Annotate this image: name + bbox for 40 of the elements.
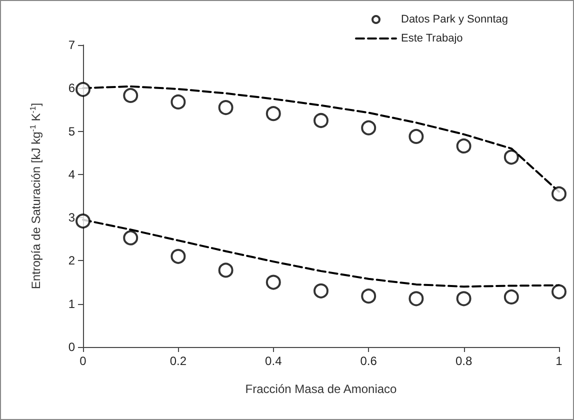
point xyxy=(552,284,566,300)
point xyxy=(266,106,281,122)
point xyxy=(552,186,566,202)
point xyxy=(361,288,376,304)
point xyxy=(123,88,138,103)
x-tick-label: 0 xyxy=(80,354,87,368)
y-tick-label: 7 xyxy=(68,38,76,52)
x-tick-label: 0.6 xyxy=(360,354,378,368)
point xyxy=(218,100,234,116)
y-tick-label: 4 xyxy=(68,167,76,182)
point xyxy=(456,138,472,154)
y-tick-label: 2 xyxy=(68,254,76,268)
point xyxy=(504,289,519,304)
point xyxy=(123,230,138,246)
point xyxy=(76,82,90,97)
y-tick-label: 0 xyxy=(68,340,76,354)
y-tick-label: 6 xyxy=(68,81,76,96)
point xyxy=(504,150,519,165)
point xyxy=(408,291,424,306)
point xyxy=(170,248,186,264)
y-axis-title: Entropía de Saturación [kJ kg-1 K-1] xyxy=(28,102,43,290)
y-tick-label: 1 xyxy=(68,296,76,311)
legend-label: Este Trabajo xyxy=(400,32,463,44)
legend-label: Datos Park y Sonntag xyxy=(400,14,508,26)
y-tick-label: 3 xyxy=(68,210,76,225)
point xyxy=(408,128,424,144)
point xyxy=(218,262,234,278)
point xyxy=(266,274,281,290)
x-tick-label: 0.8 xyxy=(455,354,472,368)
point xyxy=(314,113,328,128)
point xyxy=(76,214,90,229)
y-tick-label: 5 xyxy=(68,124,76,138)
point xyxy=(314,283,328,298)
x-axis-title: Fracción Masa de Amoniaco xyxy=(245,382,398,396)
point xyxy=(361,120,376,136)
point xyxy=(170,94,186,110)
x-tick-label: 0.4 xyxy=(265,354,282,368)
x-tick-label: 0.2 xyxy=(170,354,187,368)
x-tick-label: 1 xyxy=(556,354,563,368)
point xyxy=(456,291,472,306)
